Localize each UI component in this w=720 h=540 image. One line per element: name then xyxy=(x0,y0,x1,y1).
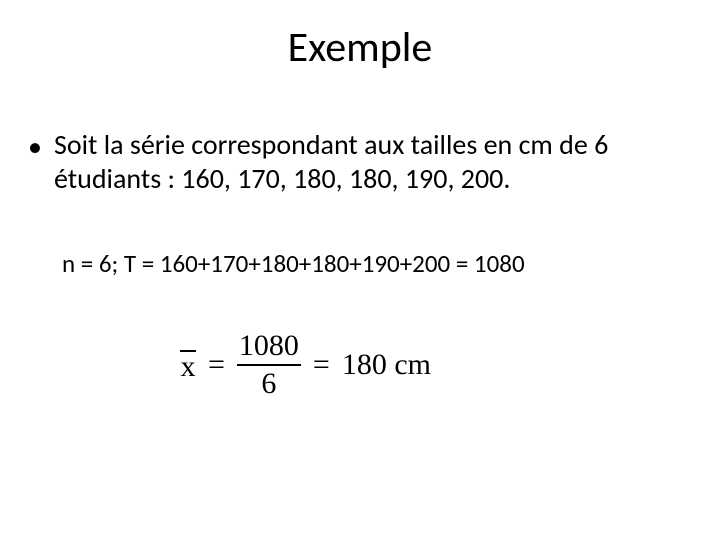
equals-sign-2: = xyxy=(313,348,330,382)
variable-x: x xyxy=(181,353,196,380)
fraction: 1080 6 xyxy=(237,330,301,399)
bullet-block: • Soit la série correspondant aux taille… xyxy=(28,128,680,196)
x-bar-symbol: x xyxy=(180,350,196,380)
bullet-marker-icon: • xyxy=(28,130,42,164)
formula-row: x = 1080 6 = 180 cm xyxy=(180,330,431,399)
equals-sign: = xyxy=(208,348,225,382)
denominator: 6 xyxy=(259,366,278,400)
slide: Exemple • Soit la série correspondant au… xyxy=(0,0,720,540)
bullet-item: • Soit la série correspondant aux taille… xyxy=(28,128,680,196)
numerator: 1080 xyxy=(237,330,301,364)
page-title: Exemple xyxy=(0,22,720,73)
calculation-line: n = 6; T = 160+170+180+180+190+200 = 108… xyxy=(62,248,525,279)
bullet-text: Soit la série correspondant aux tailles … xyxy=(54,128,680,196)
mean-formula: x = 1080 6 = 180 cm xyxy=(180,330,431,399)
result-value: 180 cm xyxy=(342,348,431,382)
